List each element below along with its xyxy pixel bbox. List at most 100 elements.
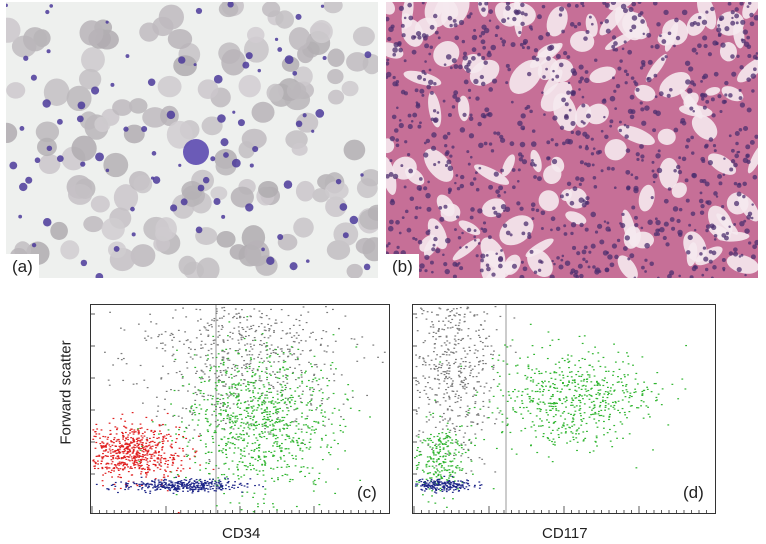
event-dot (260, 370, 263, 373)
event-dot (206, 429, 209, 431)
event-dot (140, 484, 143, 487)
event-dot (292, 340, 295, 343)
event-dot (424, 340, 427, 342)
event-dot (127, 447, 129, 449)
event-dot (124, 442, 127, 444)
event-dot (285, 448, 288, 450)
event-dot (555, 402, 557, 404)
event-dot (187, 487, 190, 489)
nucleus (691, 47, 697, 53)
event-dot (239, 384, 242, 386)
tissue-space (540, 81, 573, 112)
red-cell (295, 112, 319, 133)
event-dot (240, 367, 243, 369)
event-dot (264, 461, 266, 463)
platelet (266, 256, 275, 266)
nucleus (604, 267, 610, 273)
nucleus (689, 21, 695, 27)
event-dot (237, 447, 240, 449)
nucleus (538, 259, 543, 264)
event-dot (253, 415, 256, 417)
event-dot (213, 317, 216, 320)
nucleus (488, 9, 494, 14)
event-dot (260, 380, 263, 382)
event-dot (488, 401, 491, 403)
event-dot (199, 356, 202, 358)
platelet (339, 203, 348, 211)
event-dot (564, 401, 567, 403)
event-dot (264, 421, 267, 423)
event-dot (309, 433, 312, 435)
nucleus (631, 15, 638, 21)
event-dot (95, 483, 98, 486)
event-dot (124, 466, 126, 468)
event-dot (255, 437, 258, 439)
event-dot (205, 446, 208, 448)
nucleus (728, 251, 734, 256)
event-dot (428, 411, 431, 413)
nucleus (495, 25, 500, 30)
event-dot (295, 455, 297, 457)
event-dot (171, 333, 174, 336)
event-dot (234, 364, 237, 366)
event-dot (124, 447, 127, 450)
event-dot (448, 354, 451, 356)
event-dot (164, 469, 166, 471)
event-dot (106, 442, 109, 444)
event-dot (440, 441, 443, 443)
nucleus (655, 110, 661, 117)
event-dot (263, 401, 266, 403)
event-dot (624, 396, 627, 398)
event-dot (122, 357, 125, 360)
event-dot (593, 384, 596, 386)
event-dot (161, 342, 164, 344)
event-dot (435, 394, 437, 396)
event-dot (251, 400, 253, 402)
event-dot (284, 397, 287, 399)
nucleus (398, 122, 404, 129)
event-dot (473, 365, 476, 367)
event-dot (579, 412, 582, 415)
event-dot (127, 459, 130, 461)
event-dot (151, 421, 154, 423)
nucleus (724, 93, 728, 97)
event-dot (300, 470, 303, 473)
nucleus (619, 222, 622, 225)
event-dot (124, 456, 127, 459)
event-dot (130, 442, 133, 444)
event-dot (222, 339, 225, 341)
event-dot (143, 458, 145, 461)
event-dot (239, 333, 241, 336)
red-cell (79, 111, 98, 130)
event-dot (191, 486, 193, 488)
event-dot (275, 410, 277, 412)
event-dot (202, 371, 205, 373)
nucleus (386, 61, 390, 66)
event-dot (237, 350, 240, 352)
event-dot (275, 408, 278, 411)
event-dot (363, 357, 366, 359)
platelet (220, 138, 229, 147)
event-dot (231, 387, 234, 389)
event-dot (418, 382, 420, 384)
event-dot (482, 355, 485, 357)
event-dot (258, 377, 261, 379)
nucleus (705, 10, 709, 14)
event-dot (339, 430, 342, 432)
event-dot (230, 432, 232, 434)
event-dot (305, 424, 307, 426)
event-dot (245, 365, 248, 367)
event-dot (131, 467, 133, 469)
event-dot (118, 441, 121, 443)
event-dot (539, 410, 542, 412)
event-dot (580, 375, 583, 378)
event-dot (243, 379, 246, 381)
event-dot (600, 414, 603, 417)
event-dot (485, 337, 487, 340)
event-dot (462, 387, 465, 389)
event-dot (326, 377, 328, 380)
event-dot (216, 419, 219, 421)
event-dot (306, 417, 308, 420)
nucleus (710, 6, 715, 12)
event-dot (140, 435, 143, 437)
